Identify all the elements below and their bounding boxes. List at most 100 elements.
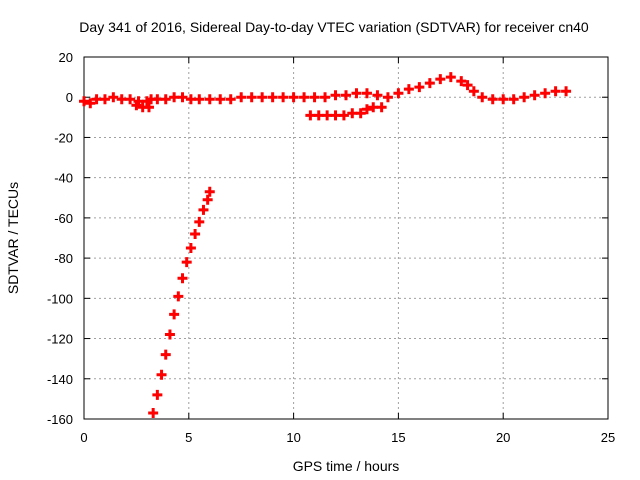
data-point <box>435 74 446 85</box>
data-point <box>382 92 393 103</box>
data-point <box>540 88 551 99</box>
data-point <box>204 94 215 105</box>
y-tick-label: -160 <box>47 412 73 427</box>
data-point <box>246 92 257 103</box>
data-point <box>376 102 387 113</box>
data-point <box>561 86 572 97</box>
x-tick-labels: 0 5 10 15 20 25 <box>80 430 615 445</box>
x-axis-label: GPS time / hours <box>293 458 400 474</box>
data-points <box>79 72 572 418</box>
data-point <box>131 100 142 111</box>
data-point <box>91 94 102 105</box>
data-point <box>338 110 349 121</box>
data-point <box>169 309 180 320</box>
data-point <box>322 110 333 121</box>
series-early-dip <box>131 100 154 113</box>
data-point <box>198 204 209 215</box>
data-point <box>330 110 341 121</box>
series-steep-segment <box>148 186 215 418</box>
data-point <box>355 108 366 119</box>
y-tick-label: -20 <box>54 130 73 145</box>
data-point <box>529 90 540 101</box>
data-point <box>99 94 110 105</box>
data-point <box>424 78 435 89</box>
data-point <box>445 72 456 83</box>
data-point <box>169 92 180 103</box>
y-tick-labels: 20 0 -20 -40 -60 -80 -100 -120 -140 -160 <box>47 50 73 427</box>
data-point <box>156 369 167 380</box>
data-point <box>160 349 171 360</box>
y-tick-label: -100 <box>47 291 73 306</box>
data-point <box>361 104 372 115</box>
x-tick-label: 5 <box>185 430 192 445</box>
data-point <box>202 194 213 205</box>
data-point <box>508 94 519 105</box>
data-point <box>487 94 498 105</box>
data-point <box>278 92 289 103</box>
y-tick-label: -40 <box>54 171 73 186</box>
data-point <box>177 273 188 284</box>
series-lower-segment <box>305 102 387 121</box>
data-point <box>152 389 163 400</box>
x-tick-label: 25 <box>601 430 615 445</box>
data-point <box>299 92 310 103</box>
data-point <box>143 102 154 113</box>
data-point <box>498 94 509 105</box>
data-point <box>347 108 358 119</box>
data-point <box>320 92 331 103</box>
data-point <box>116 94 127 105</box>
data-point <box>108 92 119 103</box>
data-point <box>85 98 96 109</box>
data-point <box>330 90 341 101</box>
data-point <box>414 82 425 93</box>
data-point <box>351 88 362 99</box>
data-point <box>215 94 226 105</box>
data-point <box>177 92 188 103</box>
data-point <box>185 94 196 105</box>
data-point <box>372 90 383 101</box>
data-point <box>456 76 467 87</box>
chart-title: Day 341 of 2016, Sidereal Day-to-day VTE… <box>79 19 589 35</box>
x-tick-label: 10 <box>286 430 300 445</box>
x-tick-label: 20 <box>496 430 510 445</box>
data-point <box>160 94 171 105</box>
data-point <box>236 92 247 103</box>
tick-marks <box>83 56 609 420</box>
data-point <box>267 92 278 103</box>
data-point <box>164 329 175 340</box>
data-point <box>190 228 201 239</box>
series-main <box>79 72 572 109</box>
data-point <box>361 88 372 99</box>
data-point <box>550 86 561 97</box>
y-tick-label: -80 <box>54 251 73 266</box>
x-tick-label: 0 <box>80 430 87 445</box>
data-point <box>462 80 473 91</box>
data-point <box>185 243 196 254</box>
plot-frame <box>83 56 609 420</box>
data-point <box>305 110 316 121</box>
data-point <box>393 88 404 99</box>
x-tick-label: 15 <box>391 430 405 445</box>
data-point <box>309 92 320 103</box>
y-tick-label: -140 <box>47 372 73 387</box>
grid-lines <box>84 57 608 419</box>
data-point <box>368 102 379 113</box>
y-tick-label: 20 <box>59 50 73 65</box>
data-point <box>194 216 205 227</box>
data-point <box>519 92 530 103</box>
data-point <box>288 92 299 103</box>
data-point <box>225 94 236 105</box>
y-axis-label: SDTVAR / TECUs <box>5 182 21 294</box>
data-point <box>204 186 215 197</box>
data-point <box>152 94 163 105</box>
data-point <box>125 94 136 105</box>
data-point <box>341 90 351 101</box>
data-point <box>477 92 488 103</box>
y-tick-label: -60 <box>54 211 73 226</box>
data-point <box>313 110 324 121</box>
y-tick-label: 0 <box>66 90 73 105</box>
data-point <box>403 84 414 95</box>
data-point <box>181 257 192 268</box>
